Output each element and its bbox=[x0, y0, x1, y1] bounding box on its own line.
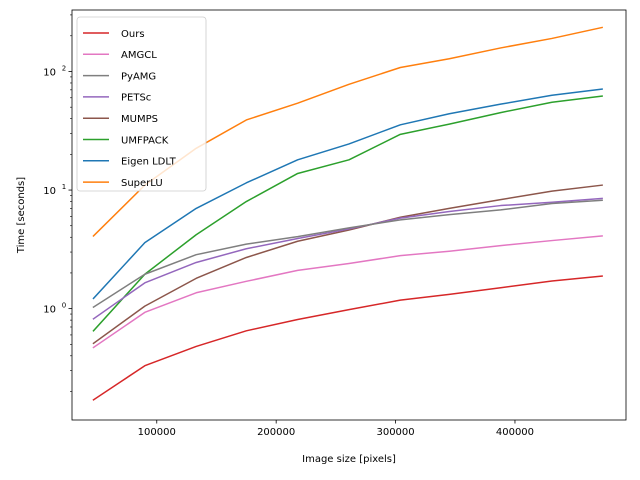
legend-label: PyAMG bbox=[121, 71, 156, 82]
series-line-petsc bbox=[92, 197, 603, 320]
legend: Ours AMGCL PyAMG PETSc MUMPS UMFPACK Eigen LDL… bbox=[76, 16, 207, 192]
legend-label: Ours bbox=[121, 29, 145, 40]
legend-label: MUMPS bbox=[121, 114, 158, 125]
series-line-amgcl bbox=[92, 235, 603, 349]
legend-label: UMFPACK bbox=[121, 135, 169, 146]
legend-item-umfpack: UMFPACK bbox=[83, 135, 169, 146]
legend-item-petsc: PETSc bbox=[83, 93, 151, 104]
y-tick-exponent: 2 bbox=[62, 64, 66, 72]
x-tick-label: 100000 bbox=[138, 427, 176, 438]
y-tick-label: 10 bbox=[43, 186, 56, 197]
legend-entries: Ours AMGCL PyAMG PETSc MUMPS UMFPACK Eigen LDL… bbox=[83, 29, 177, 189]
y-tick-label: 10 bbox=[43, 305, 56, 316]
legend-item-superlu: SuperLU bbox=[83, 178, 163, 189]
y-axis-ticks: 10 0 10 1 10 2 bbox=[43, 64, 72, 316]
y-tick-label: 10 bbox=[43, 67, 56, 78]
legend-item-eigen-ldlt: Eigen LDLT bbox=[83, 157, 177, 168]
legend-item-mumps: MUMPS bbox=[83, 114, 158, 125]
y-tick-exponent: 0 bbox=[62, 302, 66, 310]
legend-label: PETSc bbox=[121, 93, 151, 104]
y-axis-label: Time [seconds] bbox=[16, 177, 27, 254]
legend-label: AMGCL bbox=[121, 50, 157, 61]
y-tick-exponent: 1 bbox=[62, 183, 66, 191]
x-tick-label: 300000 bbox=[376, 427, 414, 438]
legend-label: SuperLU bbox=[121, 178, 163, 189]
legend-item-ours: Ours bbox=[83, 29, 145, 40]
x-axis-ticks: 100000 200000 300000 400000 bbox=[138, 420, 534, 438]
plot-frame bbox=[71, 9, 627, 421]
legend-label: Eigen LDLT bbox=[121, 157, 177, 168]
series-line-ours bbox=[92, 275, 603, 401]
series-line-mumps bbox=[92, 184, 603, 345]
series-line-umfpack bbox=[92, 95, 603, 332]
legend-item-pyamg: PyAMG bbox=[83, 71, 156, 82]
x-tick-label: 400000 bbox=[496, 427, 534, 438]
legend-box bbox=[76, 16, 207, 192]
series-line-pyamg bbox=[92, 199, 603, 309]
x-axis-label: Image size [pixels] bbox=[302, 454, 396, 465]
legend-item-amgcl: AMGCL bbox=[83, 50, 157, 61]
x-tick-label: 200000 bbox=[257, 427, 295, 438]
series-line-eigen-ldlt bbox=[92, 88, 603, 300]
